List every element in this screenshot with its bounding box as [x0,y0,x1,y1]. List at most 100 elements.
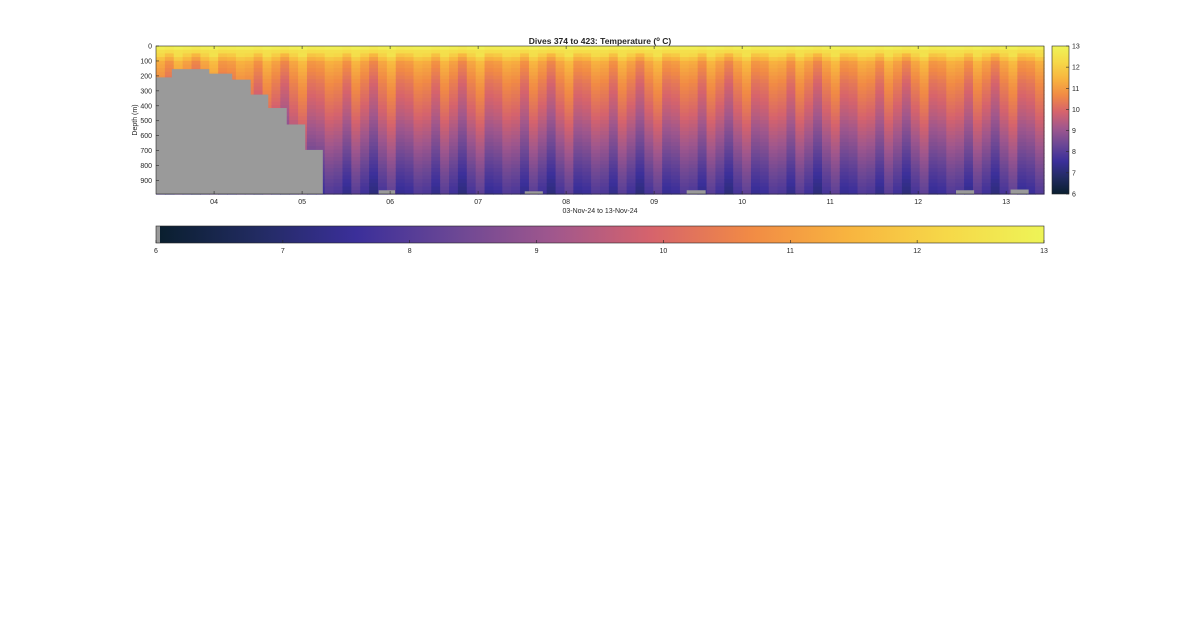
heatmap-cell [280,46,290,51]
heatmap-cell [999,46,1010,51]
heatmap-cell [964,94,974,99]
heatmap-cell [502,134,512,140]
heatmap-cell [306,79,317,84]
heatmap-cell [839,153,850,158]
heatmap-cell [493,57,503,62]
heatmap-cell [333,49,344,54]
heatmap-cell [795,68,805,73]
heatmap-cell [1008,46,1018,51]
heatmap-cell [768,97,779,103]
heatmap-cell [910,112,921,117]
heatmap-cell [750,57,761,62]
heatmap-cell [893,46,903,51]
heatmap-cell [724,190,734,195]
colorbar-bottom-tick-label: 7 [281,248,285,255]
heatmap-cell [706,134,717,140]
heatmap-cell [688,57,699,62]
heatmap-cell [422,175,432,180]
heatmap-cell [1017,186,1027,191]
heatmap-cell [315,145,326,151]
heatmap-cell [822,60,832,66]
heatmap-cell [839,175,850,180]
heatmap-cell [1035,105,1045,110]
heatmap-cell [875,75,885,80]
heatmap-cell [733,190,743,195]
heatmap-cell [591,75,601,80]
heatmap-cell [395,134,406,140]
heatmap-cell [795,134,805,140]
heatmap-cell [919,149,930,154]
heatmap-cell [972,60,983,66]
heatmap-cell [786,75,796,80]
heatmap-cell [360,64,370,69]
heatmap-cell [413,71,423,77]
heatmap-cell [999,108,1010,114]
heatmap-cell [839,57,850,62]
heatmap-cell [1026,79,1036,84]
heatmap-cell [972,101,983,106]
heatmap-cell [333,182,344,188]
heatmap-cell [972,86,983,91]
heatmap-cell [360,105,370,110]
heatmap-cell [253,68,264,73]
heatmap-cell [999,68,1010,73]
heatmap-cell [280,97,290,103]
heatmap-cell [901,160,912,165]
heatmap-cell [635,86,645,91]
heatmap-cell [369,120,379,125]
heatmap-cell [830,83,841,88]
heatmap-cell [688,116,699,121]
heatmap-cell [750,145,761,151]
heatmap-cell [724,94,734,99]
heatmap-cell [848,131,859,136]
heatmap-cell [431,123,441,128]
heatmap-cell [671,164,681,169]
heatmap-cell [333,108,344,114]
heatmap-cell [475,164,486,169]
heatmap-cell [937,127,947,132]
heatmap-cell [253,46,264,51]
heatmap-cell [440,86,450,91]
heatmap-cell [218,57,228,62]
heatmap-cell [635,157,645,162]
heatmap-cell [395,86,406,91]
heatmap-cell [555,157,566,162]
heatmap-cell [431,182,441,188]
heatmap-cell [644,90,654,95]
heatmap-cell [528,131,539,136]
heatmap-cell [795,108,805,114]
heatmap-cell [910,49,921,54]
heatmap-cell [1017,168,1027,173]
heatmap-cell [884,138,894,143]
heatmap-cell [866,94,876,99]
heatmap-cell [768,138,779,143]
heatmap-cell [449,190,459,195]
heatmap-cell [893,68,903,73]
heatmap-cell [946,53,956,58]
heatmap-cell [484,160,495,165]
heatmap-cell [884,127,894,132]
heatmap-cell [502,94,512,99]
x-tick-label: 12 [914,199,922,206]
heatmap-cell [520,134,530,140]
heatmap-cell [582,49,592,54]
heatmap-cell [679,160,690,165]
heatmap-cell [857,68,867,73]
heatmap-cell [564,46,574,51]
heatmap-cell [937,123,947,128]
heatmap-cell [315,97,326,103]
heatmap-cell [990,68,1001,73]
heatmap-cell [502,90,512,95]
colorbar-bottom-frame [155,225,1045,244]
heatmap-cell [422,108,432,114]
heatmap-cell [449,179,459,184]
x-tick-label: 09 [650,199,658,206]
heatmap-cell [768,75,779,80]
heatmap-cell [608,160,619,165]
heatmap-cell [955,179,965,184]
heatmap-cell [795,120,805,125]
heatmap-cell [848,83,859,88]
heatmap-cell [413,49,423,54]
heatmap-cell [440,108,450,114]
heatmap-cell [493,168,503,173]
